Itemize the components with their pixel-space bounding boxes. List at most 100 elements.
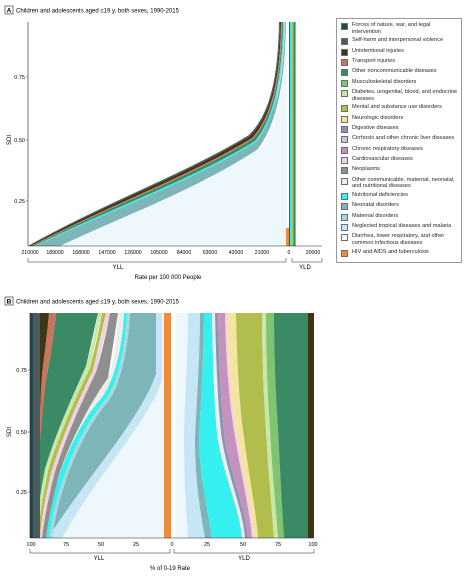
yll-b-other-ncd [36,313,98,538]
panel-a-xtick: 168000 [72,250,89,256]
legend-swatch [341,249,348,257]
legend-label: Nutritional deficiencies [352,192,408,199]
yld-b-diabetes [262,313,278,538]
yld-b-neurologic [227,313,258,538]
panel-b-letter: B [7,299,12,306]
legend-item: Cardiovascular diseases [341,156,458,164]
panel-a-xtick: 126000 [124,250,141,256]
yll-b-nutritional [44,313,127,538]
yll-area-neonatal-band [35,22,284,246]
legend-label: HIV and AIDS and tuberculosis [352,248,429,255]
legend-item: Diabetes, urogenital, blood, and endocri… [341,89,458,102]
panel-b-y-ticks: 0.75 0.50 0.25 [16,368,30,496]
yll-b-maternal [49,313,130,538]
panel-a-x-ticks: 210000 189000 168000 147000 126000 10500… [21,250,320,256]
legend-swatch [341,115,348,123]
legend-swatch [341,213,348,221]
legend-label: Cardiovascular diseases [352,155,413,162]
legend-label: Chronic respiratory diseases [352,145,423,152]
legend-swatch [341,193,348,201]
panel-a-xtick: 0 [288,250,291,256]
yld-b-other-communicable [212,313,245,538]
panel-b-yll-label: YLL [94,556,105,562]
panel-b-xtick: 75 [275,542,281,548]
legend-item: Maternal disorders [341,213,458,221]
panel-a-xtick: 147000 [98,250,115,256]
legend-swatch [341,167,348,175]
panel-b-brackets [29,549,315,554]
yld-area-mental [292,22,294,246]
yll-b-hiv [164,313,171,538]
panel-a-y-label: SDI [7,135,13,145]
yll-b-violence [30,313,40,538]
panel-b-xtick: 25 [204,542,210,548]
legend-swatch [341,177,348,185]
yld-b-musculo [266,313,284,538]
panel-b-x-label: % of 0-19 Rate [150,566,191,572]
legend-item: Self-harm and interpersonal violence [341,37,458,46]
panel-b-title: Children and adolescents aged ≤19 y, bot… [16,300,180,306]
panel-a-xtick: 84000 [177,250,192,256]
yld-b-neonatal [195,313,212,538]
legend-swatch [341,89,348,97]
panel-a-ytick: 0.75 [14,75,25,81]
legend-label: Other communicable, maternal, neonatal, … [352,176,455,190]
panel-a-y-ticks: 0.75 0.50 0.25 [14,75,28,205]
yll-b-war [30,313,33,538]
legend-swatch [341,69,348,77]
legend-label: Self-harm and interpersonal violence [352,37,444,44]
legend-item: Musculoskeletal disorders [341,79,458,87]
legend-label: Musculoskeletal disorders [352,78,417,85]
yll-area-hiv [286,228,289,246]
legend-swatch [341,234,348,242]
legend-label: Diarrhea, lower respiratory, and other c… [352,233,445,246]
yld-b-chronic-resp [218,313,252,538]
yld-b-nutritional [199,313,242,538]
legend-item: Unintentional injuries [341,48,458,56]
legend-item: Mental and substance use disorders [341,104,458,113]
panel-b-xtick: 50 [240,542,246,548]
yld-b-cirrhosis [215,313,248,538]
legend-item: Other communicable, maternal, neonatal, … [341,177,458,190]
panel-b-y-label: SDI [7,427,13,437]
yld-b-cardio [225,313,254,538]
legend-label: Transport injuries [352,58,396,65]
legend-item: Chronic respiratory diseases [341,146,458,154]
legend-label: Maternal disorders [352,212,399,219]
panel-a-plot [27,22,322,247]
yll-b-transport [40,313,56,440]
panel-b-ytick: 0.75 [16,368,27,374]
legend-label: Neglected tropical diseases and malaria [352,222,452,229]
legend: Forces of nature, war, and legal interve… [336,18,462,263]
panel-a-letter: A [7,8,12,15]
yld-area-nutritional [290,22,292,246]
legend-item: Neglected tropical diseases and malaria [341,223,458,231]
yll-b-mental [38,313,106,538]
yll-b-neonatal [48,313,156,538]
panel-a-xtick: 20000 [306,250,321,256]
panel-b-x-ticks: 100 75 50 25 0 25 50 75 100 [26,542,317,548]
panel-a-yld-label: YLD [299,265,311,271]
panel-a-ytick: 0.50 [14,138,25,144]
yld-b-diarrhea [176,313,188,538]
legend-item: Other noncommunicable diseases [341,68,458,77]
legend-label: Neurologic disorders [352,114,404,121]
legend-item: Digestive diseases [341,125,458,134]
legend-item: Cirrhosis and other chronic liver diseas… [341,135,458,144]
yll-b-neoplasms [42,313,118,538]
panel-a-xtick: 105000 [150,250,167,256]
legend-label: Neonatal disorders [352,202,399,209]
panel-b-yld-label: YLD [238,556,250,562]
panel-a-brackets [27,258,323,263]
panel-b-ytick: 0.50 [16,430,27,436]
legend-swatch [341,203,348,211]
panel-a-xtick: 42000 [229,250,244,256]
panel-b-letter-box [4,296,14,306]
legend-item: Nutritional deficiencies [341,192,458,201]
legend-swatch [341,38,348,46]
legend-label: Neoplasms [352,166,380,173]
yll-b-cardio [40,313,110,538]
yll-b-musculo [36,313,102,538]
legend-item: HIV and AIDS and tuberculosis [341,249,458,257]
panel-b-xtick: 75 [63,542,69,548]
